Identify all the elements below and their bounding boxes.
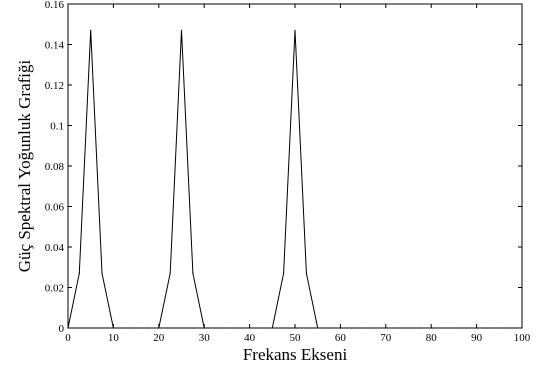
y-tick-label: 0.02	[45, 283, 64, 295]
data-point	[305, 272, 307, 274]
y-tick-label: 0.1	[50, 121, 64, 133]
data-point	[487, 327, 489, 329]
x-tick-label: 40	[244, 332, 256, 344]
data-point	[203, 327, 205, 329]
y-tick-label: 0.14	[45, 40, 65, 52]
y-axis-ticks: 0 0.02 0.04 0.06 0.08 0.1 0.12 0.14 0.16	[45, 0, 522, 335]
data-point	[453, 327, 455, 329]
x-tick-label: 80	[426, 332, 438, 344]
data-point	[362, 327, 364, 329]
data-point	[373, 327, 376, 329]
data-point	[101, 272, 103, 274]
data-point	[317, 327, 319, 329]
x-tick-label: 70	[380, 332, 392, 344]
y-tick-label: 0.16	[45, 0, 65, 11]
x-tick-label: 0	[65, 332, 71, 344]
data-point	[407, 327, 410, 329]
y-tick-label: 0.04	[45, 242, 65, 254]
data-point	[237, 327, 239, 329]
data-point	[419, 327, 421, 329]
data-point	[67, 327, 69, 329]
y-axis-title: Güç Spektral Yoğunluk Grafiği	[15, 59, 34, 272]
data-point	[169, 272, 171, 274]
data-point	[135, 327, 137, 329]
data-point	[441, 327, 444, 329]
data-point	[339, 327, 341, 329]
data-point	[90, 29, 92, 31]
x-tick-label: 60	[335, 332, 347, 344]
data-point	[226, 327, 228, 329]
data-point	[180, 29, 183, 31]
data-point	[249, 327, 251, 329]
x-axis-title: Frekans Ekseni	[243, 345, 348, 364]
data-point	[498, 327, 500, 329]
data-point	[476, 327, 478, 329]
data-point	[283, 272, 285, 274]
data-point	[260, 327, 262, 329]
x-tick-label: 10	[108, 332, 120, 344]
data-point	[112, 327, 114, 329]
series-line	[67, 30, 522, 329]
data-point	[271, 327, 273, 329]
x-tick-label: 100	[514, 332, 531, 344]
data-point	[158, 327, 160, 329]
y-tick-label: 0	[59, 323, 65, 335]
series-layer	[67, 29, 523, 329]
data-point	[430, 327, 432, 329]
y-tick-label: 0.12	[45, 80, 64, 92]
data-point	[78, 272, 80, 274]
y-tick-label: 0.06	[45, 202, 65, 214]
x-tick-label: 30	[199, 332, 211, 344]
data-point	[510, 327, 512, 329]
data-point	[385, 327, 387, 329]
data-point	[464, 327, 466, 329]
data-point	[396, 327, 398, 329]
data-point	[521, 327, 523, 329]
data-point	[214, 327, 217, 329]
data-point	[328, 327, 330, 329]
x-axis-ticks: 0 10 20 30 40 50 60 70 80 90 100	[65, 4, 531, 344]
data-point	[294, 29, 296, 31]
data-point	[192, 272, 194, 274]
plot-area	[67, 3, 523, 329]
data-point	[146, 327, 149, 329]
data-point	[351, 327, 353, 329]
data-point	[124, 327, 126, 329]
x-tick-label: 50	[290, 332, 302, 344]
x-tick-label: 20	[153, 332, 165, 344]
x-tick-label: 90	[471, 332, 483, 344]
y-tick-label: 0.08	[45, 161, 65, 173]
